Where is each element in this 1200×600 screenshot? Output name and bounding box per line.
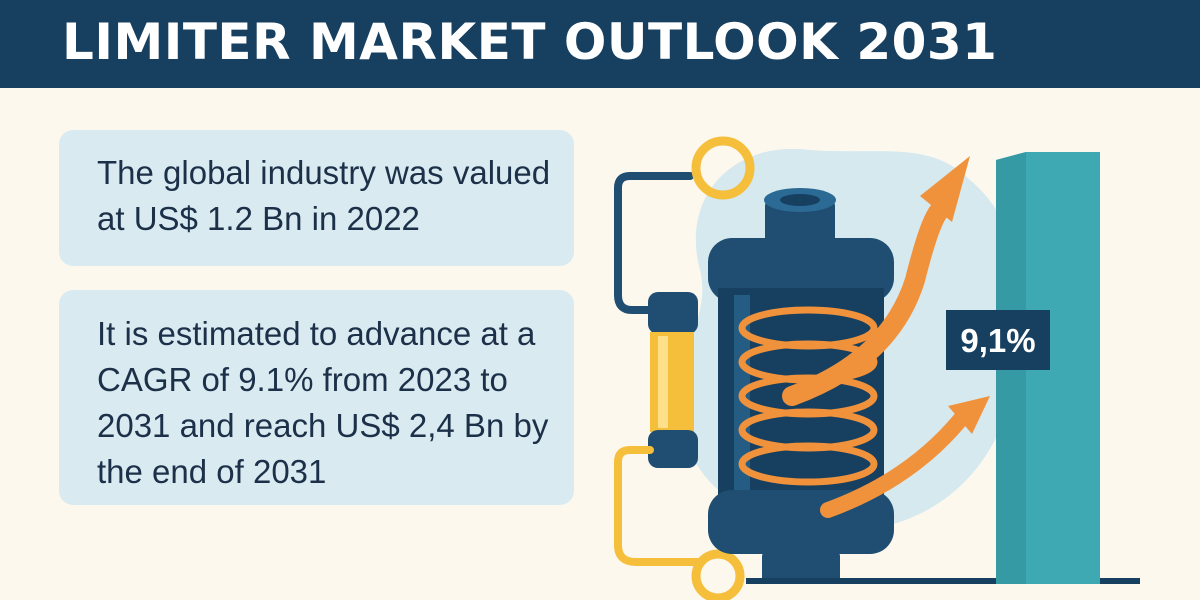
- growth-badge-label: 9,1%: [960, 322, 1035, 359]
- wire-top: [614, 172, 694, 314]
- growth-badge: [946, 310, 1050, 370]
- valuation-text: The global industry was valued at US$ 1.…: [97, 154, 551, 237]
- limiter-illustration: 9,1%: [614, 136, 1140, 600]
- header-bar: LIMITER MARKET OUTLOOK 2031: [0, 0, 1200, 88]
- small-arrow-icon: [820, 396, 990, 518]
- growth-arrow-icon: [782, 156, 970, 406]
- info-card-forecast: It is estimated to advance at a CAGR of …: [59, 290, 574, 505]
- wire-bottom: [614, 446, 704, 566]
- info-card-valuation: The global industry was valued at US$ 1.…: [59, 130, 574, 266]
- terminal-top-icon: [691, 136, 755, 200]
- fuse-icon: [648, 292, 698, 468]
- page-title: LIMITER MARKET OUTLOOK 2031: [62, 13, 998, 71]
- forecast-text: It is estimated to advance at a CAGR of …: [97, 315, 549, 490]
- terminal-bottom-icon: [691, 549, 745, 600]
